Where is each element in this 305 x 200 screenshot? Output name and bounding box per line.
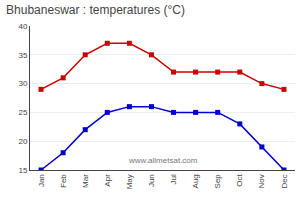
svg-text:Aug: Aug (191, 174, 200, 188)
svg-text:Oct: Oct (235, 173, 244, 186)
svg-text:15: 15 (18, 166, 27, 175)
svg-text:Sep: Sep (213, 174, 222, 189)
svg-text:40: 40 (18, 22, 27, 31)
svg-text:Jan: Jan (37, 174, 46, 187)
svg-text:20: 20 (18, 137, 27, 146)
svg-text:Mar: Mar (81, 174, 90, 188)
svg-text:Jun: Jun (147, 174, 156, 187)
svg-text:Jul: Jul (169, 174, 178, 184)
svg-text:30: 30 (18, 79, 27, 88)
svg-text:Feb: Feb (59, 174, 68, 188)
svg-text:May: May (125, 174, 134, 189)
svg-text:Apr: Apr (103, 174, 112, 187)
svg-text:Nov: Nov (257, 174, 266, 188)
svg-text:Bhubaneswar : temperatures (°C: Bhubaneswar : temperatures (°C) (6, 3, 185, 17)
svg-text:25: 25 (18, 108, 27, 117)
svg-text:35: 35 (18, 51, 27, 60)
svg-text:www.allmetsat.com: www.allmetsat.com (128, 156, 198, 165)
svg-text:Dec: Dec (280, 174, 289, 188)
